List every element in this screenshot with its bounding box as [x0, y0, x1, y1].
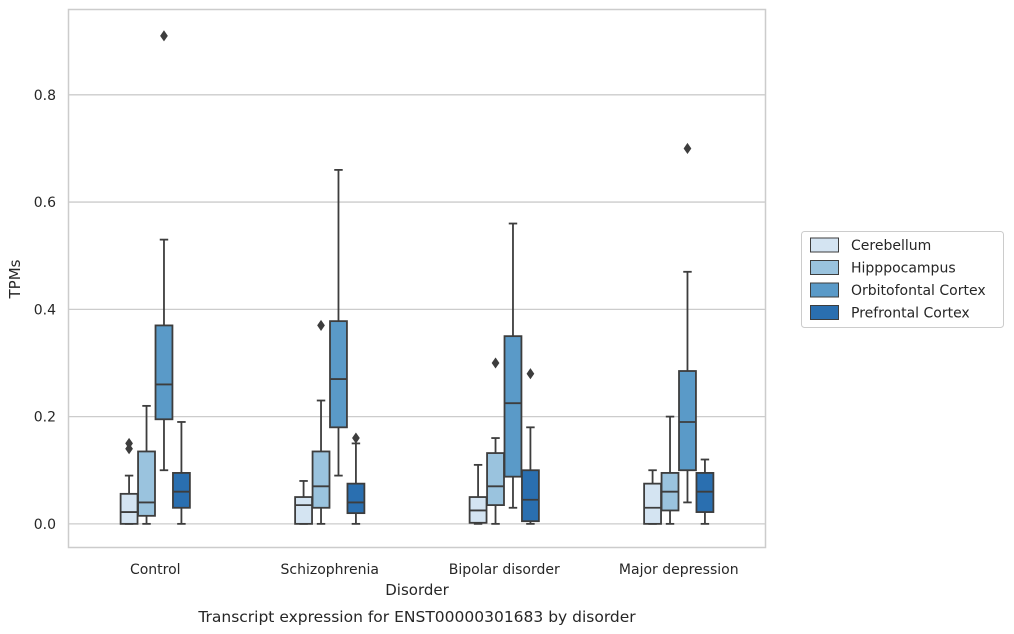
legend-label: Cerebellum: [851, 238, 931, 254]
y-axis-title: TPMs: [6, 259, 24, 299]
box-body: [311, 450, 331, 509]
y-tick-label: 0.0: [34, 517, 56, 533]
box: [346, 432, 366, 525]
box: [660, 415, 680, 525]
y-tick-label: 0.2: [34, 410, 56, 426]
box-body: [486, 452, 505, 506]
chart-caption: Transcript expression for ENST0000030168…: [197, 608, 636, 626]
legend-swatch: [810, 305, 839, 320]
box-body: [329, 320, 348, 429]
box: [643, 469, 662, 525]
box: [468, 463, 488, 525]
box-body: [172, 472, 191, 509]
x-tick-label: Bipolar disorder: [449, 562, 560, 578]
outlier-point: [526, 368, 535, 380]
series-prefrontal-cortex: [172, 368, 715, 525]
box: [329, 168, 348, 477]
outlier-point: [317, 319, 325, 331]
series-hipppocampus: [137, 319, 680, 525]
y-axis-ticks: 0.0 0.2 0.4 0.6 0.8: [34, 88, 56, 533]
box: [678, 142, 697, 504]
box: [119, 437, 139, 525]
plot-area-frame: [67, 8, 767, 549]
box: [503, 222, 523, 509]
y-tick-label: 0.6: [34, 195, 56, 211]
box: [695, 458, 715, 525]
series-orbitofontal-cortex: [154, 30, 697, 509]
outlier-point: [125, 437, 133, 449]
box-body: [294, 496, 313, 525]
box-body: [643, 482, 662, 525]
outlier-point: [683, 142, 692, 154]
x-tick-label: Control: [130, 562, 181, 578]
y-tick-label: 0.8: [34, 88, 56, 104]
legend-swatch: [810, 260, 839, 275]
box: [311, 319, 331, 525]
box-body: [521, 469, 540, 523]
x-tick-label: Major depression: [619, 562, 739, 578]
outlier-point: [160, 30, 168, 42]
box-body: [503, 335, 523, 478]
outlier-point: [491, 357, 500, 369]
legend-label: Hipppocampus: [851, 261, 956, 277]
legend-swatch: [810, 237, 839, 253]
series-cerebellum: [119, 437, 662, 525]
box: [137, 404, 156, 525]
legend: Cerebellum Hipppocampus Orbitofontal Corte…: [801, 231, 1004, 328]
box: [172, 421, 191, 525]
box-body: [346, 482, 366, 515]
box: [521, 368, 540, 525]
legend-label: Orbitofontal Cortex: [851, 283, 986, 299]
y-tick-label: 0.4: [34, 302, 56, 318]
box-body: [154, 324, 174, 421]
legend-frame: [801, 231, 1004, 328]
box-body: [678, 370, 697, 472]
outlier-point: [352, 432, 360, 444]
box-body: [137, 450, 156, 517]
legend-swatch: [810, 282, 839, 298]
boxplot-series: [119, 30, 715, 525]
legend-label: Prefrontal Cortex: [851, 306, 970, 322]
x-tick-label: Schizophrenia: [281, 562, 379, 578]
x-axis-ticks: Control Schizophrenia Bipolar disorder Majo…: [130, 562, 739, 578]
box: [294, 480, 313, 525]
box-body: [119, 492, 139, 525]
x-axis-title: Disorder: [385, 581, 449, 599]
box: [486, 357, 505, 525]
box: [154, 30, 174, 472]
grid-lines: [68, 94, 766, 525]
